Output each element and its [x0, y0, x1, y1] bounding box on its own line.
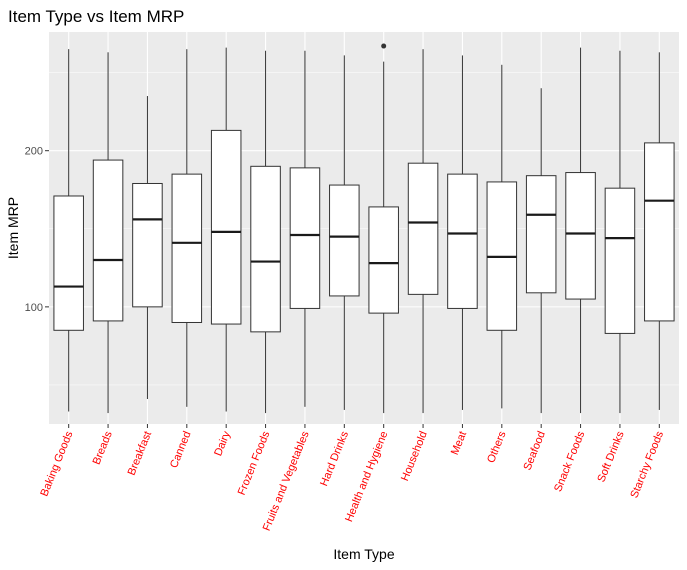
box-iqr	[92, 159, 124, 322]
x-tick-label: Baking Goods	[38, 429, 75, 498]
x-tick-label: Hard Drinks	[318, 429, 351, 488]
box-10	[407, 49, 439, 414]
y-tick-label: 200	[25, 146, 43, 158]
x-tick-label: Starchy Foods	[628, 429, 666, 500]
x-tick-label: Others	[485, 429, 509, 465]
box-iqr	[407, 162, 439, 295]
box-iqr	[132, 182, 163, 308]
box-iqr	[447, 173, 478, 309]
x-tick-label: Frozen Foods	[236, 429, 273, 497]
chart-title: Item Type vs Item MRP	[8, 7, 184, 26]
box-iqr	[368, 206, 399, 314]
x-tick-label: Canned	[168, 430, 194, 470]
box-iqr	[289, 167, 321, 309]
box-8	[329, 55, 360, 410]
box-13	[525, 88, 557, 414]
box-12	[486, 64, 518, 409]
x-tick-label: Health and Hygiene	[343, 430, 390, 524]
box-iqr	[565, 172, 596, 300]
x-tick-label: Breads	[91, 429, 115, 466]
box-iqr	[210, 129, 242, 325]
box-iqr	[250, 165, 281, 333]
box-iqr	[171, 173, 203, 323]
box-11	[447, 55, 478, 410]
box-2	[92, 52, 124, 414]
x-tick-label: Seafood	[521, 430, 547, 472]
x-tick-label: Household	[399, 430, 430, 483]
x-tick-label: Snack Foods	[552, 429, 587, 493]
boxes-layer	[53, 43, 675, 414]
x-axis-title: Item Type	[333, 546, 394, 562]
y-axis: 100 200	[25, 146, 49, 314]
y-tick-label: 100	[25, 302, 43, 314]
box-6	[250, 50, 281, 414]
box-9	[368, 43, 399, 414]
x-axis: Baking Goods Breads Breakfast Canned Dairy Fr…	[38, 424, 666, 533]
box-iqr	[644, 142, 675, 322]
box-5	[210, 47, 242, 412]
outlier-point	[381, 43, 387, 49]
x-tick-label: Meat	[449, 430, 469, 457]
box-16	[644, 52, 675, 410]
box-iqr	[604, 187, 636, 334]
box-15	[604, 50, 636, 414]
box-7	[289, 50, 321, 407]
box-iqr	[525, 175, 557, 294]
box-3	[132, 96, 163, 400]
y-axis-title: Item MRP	[5, 197, 21, 259]
x-tick-label: Dairy	[212, 429, 233, 458]
box-1	[53, 49, 84, 412]
box-4	[171, 49, 203, 407]
box-iqr	[53, 195, 84, 331]
x-tick-label: Soft Drinks	[595, 429, 626, 484]
box-iqr	[329, 184, 360, 297]
box-14	[565, 47, 596, 414]
x-tick-label: Breakfast	[126, 430, 155, 478]
x-tick-label: Fruits and Vegetables	[261, 429, 312, 533]
